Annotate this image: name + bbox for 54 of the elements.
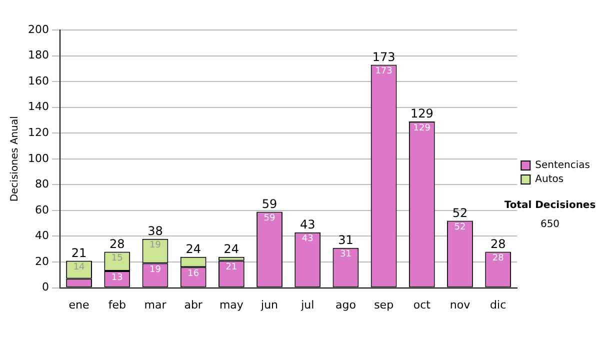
data-label: 19 <box>150 240 162 251</box>
data-label: 173 <box>375 66 392 77</box>
y-tick-label: 200 <box>28 22 49 36</box>
x-tick-label: feb <box>108 298 126 312</box>
x-tick-label: jun <box>260 298 278 312</box>
total-label: 24 <box>224 242 240 256</box>
y-tick-label: 40 <box>34 229 49 242</box>
data-label: 19 <box>150 265 162 276</box>
total-label: 28 <box>490 236 506 251</box>
y-axis-title: Decisiones Anual <box>10 116 21 202</box>
y-tick-label: 180 <box>28 48 49 62</box>
x-tick-label: may <box>219 298 244 312</box>
legend-label: Sentencias <box>535 160 590 172</box>
y-tick-label: 60 <box>34 203 49 216</box>
total-label: 28 <box>110 236 125 251</box>
x-tick-label: ago <box>335 298 356 312</box>
x-tick-label: oct <box>413 298 432 312</box>
data-label: 43 <box>302 234 314 244</box>
x-tick-label: sep <box>374 298 394 312</box>
x-tick-label: nov <box>450 298 471 312</box>
text: 650 <box>539 219 561 230</box>
x-tick-label: jul <box>300 298 314 312</box>
x-tick-label: mar <box>144 298 167 312</box>
y-tick-label: 100 <box>28 152 49 165</box>
data-label: 59 <box>264 214 276 224</box>
y-tick-label: 120 <box>28 126 49 139</box>
total-label: 31 <box>338 232 354 247</box>
x-tick-label: dic <box>490 298 506 312</box>
data-label: 14 <box>73 262 86 273</box>
y-tick-label: 0 <box>42 280 49 294</box>
total-label: 43 <box>300 218 316 232</box>
x-tick-label: abr <box>184 298 203 312</box>
data-label: 28 <box>492 254 504 264</box>
y-tick-label: 140 <box>28 100 49 114</box>
total-label: 21 <box>71 246 87 260</box>
y-tick-label: 20 <box>34 254 49 268</box>
total-label: 24 <box>186 242 201 256</box>
data-label: 21 <box>226 262 238 273</box>
data-label: 52 <box>454 222 466 233</box>
data-label: 129 <box>413 123 431 134</box>
data-label: 13 <box>111 272 123 283</box>
annotation: Total Decisiones <box>503 200 597 211</box>
y-tick-label: 80 <box>34 178 49 191</box>
data-label: 31 <box>340 250 352 260</box>
x-tick-label: ene <box>68 298 90 312</box>
legend-label: Autos <box>535 174 564 186</box>
data-label: 16 <box>188 269 200 280</box>
total-label: 52 <box>452 206 468 220</box>
total-label: 59 <box>262 196 278 211</box>
total-label: 129 <box>410 106 434 121</box>
y-tick-label: 160 <box>28 74 49 88</box>
total-label: 38 <box>148 224 163 238</box>
total-label: 173 <box>372 50 396 64</box>
data-label: 15 <box>111 254 123 264</box>
